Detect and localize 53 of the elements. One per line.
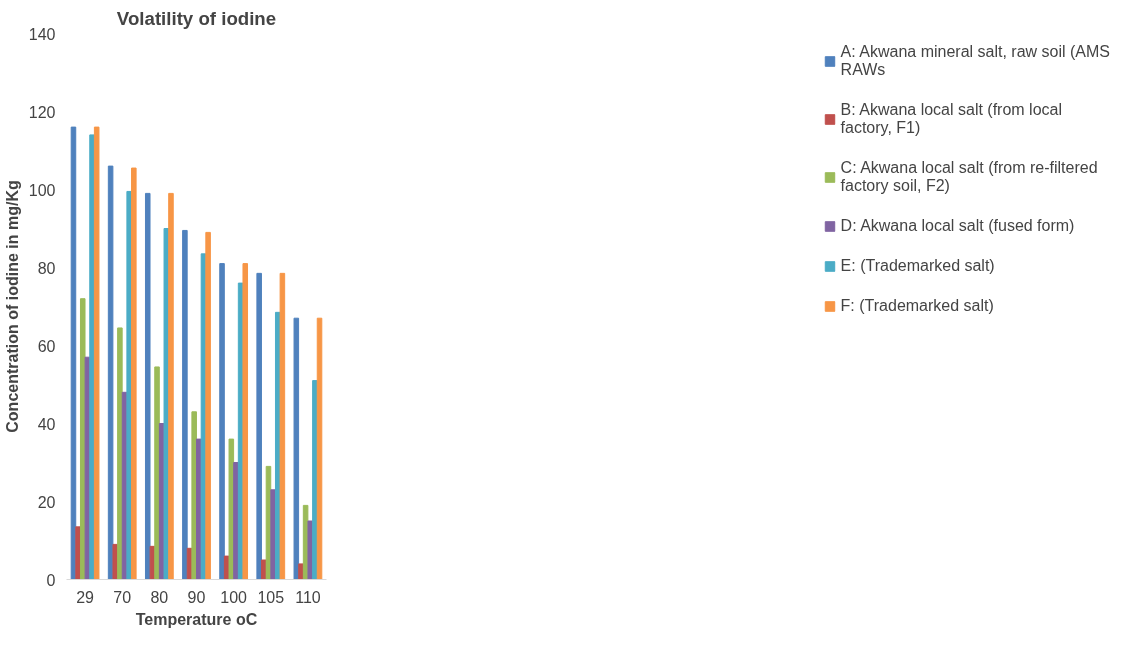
bar bbox=[233, 462, 239, 580]
bar bbox=[75, 526, 81, 580]
bar bbox=[312, 380, 318, 580]
bar bbox=[261, 559, 267, 580]
x-tick-label: 70 bbox=[113, 588, 132, 606]
bar bbox=[163, 228, 170, 580]
x-axis-title: Temperature oC bbox=[135, 610, 258, 628]
y-axis-title: Concentration of iodine in mg/Kg bbox=[3, 180, 21, 433]
y-tick-label: 0 bbox=[46, 571, 56, 589]
legend-label: E: (Trademarked salt) bbox=[840, 257, 995, 275]
x-tick-label: 90 bbox=[187, 588, 206, 606]
y-tick-label: 140 bbox=[28, 25, 56, 43]
x-tick-label: 100 bbox=[220, 588, 248, 606]
legend-label: B: Akwana local salt (from local factory, F1) bbox=[840, 101, 1062, 137]
y-tick-label: 20 bbox=[37, 493, 56, 511]
bar bbox=[93, 126, 100, 580]
bar bbox=[126, 190, 132, 580]
x-tick-label: 29 bbox=[76, 588, 95, 606]
bar bbox=[279, 272, 286, 580]
bar bbox=[154, 366, 160, 580]
bar bbox=[256, 272, 262, 580]
y-tick-label: 100 bbox=[28, 181, 56, 199]
legend-label: D: Akwana local salt (fused form) bbox=[840, 217, 1075, 235]
legend-label: C: Akwana local salt (from re-filtered factory soil, F2) bbox=[840, 159, 1098, 195]
y-tick-label: 60 bbox=[37, 337, 56, 355]
legend-label: F: (Trademarked salt) bbox=[840, 297, 994, 315]
bar bbox=[131, 167, 137, 580]
bar bbox=[196, 438, 202, 580]
x-tick-label: 80 bbox=[150, 588, 169, 606]
x-tick-label: 105 bbox=[257, 588, 285, 606]
y-tick-label: 40 bbox=[37, 415, 56, 433]
bar bbox=[228, 438, 235, 580]
bar bbox=[205, 231, 211, 580]
y-tick-label: 80 bbox=[37, 259, 56, 277]
bar bbox=[84, 356, 91, 580]
bar bbox=[107, 165, 114, 580]
bar bbox=[117, 327, 123, 580]
bar bbox=[298, 563, 304, 580]
bar bbox=[293, 317, 300, 580]
bar bbox=[219, 263, 225, 580]
chart-title: Volatility of iodine bbox=[116, 7, 277, 29]
bar bbox=[191, 411, 197, 580]
bar bbox=[242, 263, 249, 580]
bar bbox=[89, 134, 95, 580]
bar bbox=[307, 520, 314, 580]
legend-label: A: Akwana mineral salt, raw soil (AMS RAWs bbox=[840, 43, 1110, 79]
bar bbox=[182, 229, 188, 580]
bar bbox=[168, 192, 174, 580]
bar bbox=[316, 317, 323, 580]
y-tick-label: 120 bbox=[28, 103, 56, 121]
bar bbox=[144, 192, 151, 580]
x-tick-label: 110 bbox=[295, 588, 321, 606]
bar bbox=[270, 489, 276, 580]
